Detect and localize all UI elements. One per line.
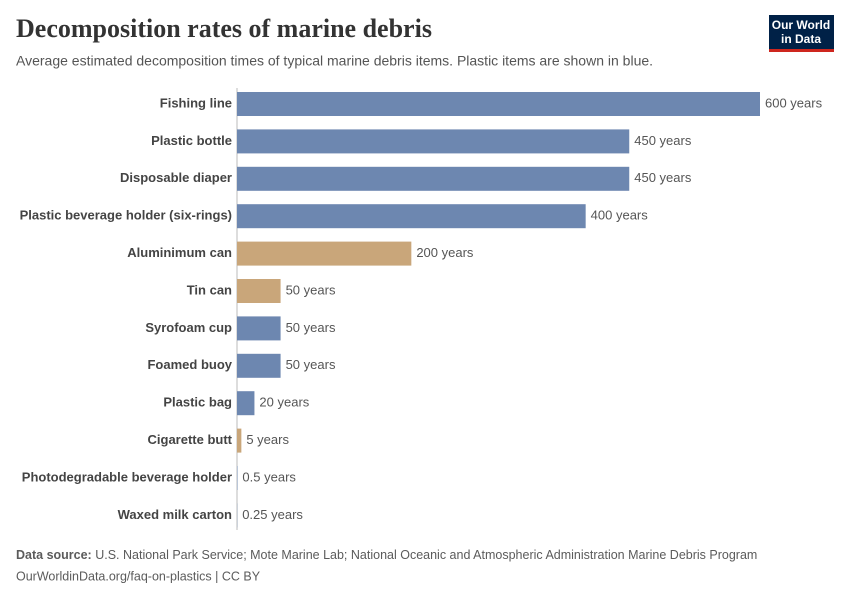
category-label: Tin can bbox=[187, 282, 232, 297]
category-label: Aluminimum can bbox=[127, 245, 232, 260]
bar bbox=[237, 241, 412, 266]
category-label: Waxed milk carton bbox=[118, 507, 232, 522]
bar bbox=[237, 204, 586, 229]
value-label: 50 years bbox=[286, 320, 336, 335]
value-label: 450 years bbox=[634, 133, 692, 148]
value-label: 0.25 years bbox=[242, 507, 303, 522]
bar bbox=[237, 391, 255, 416]
value-label: 5 years bbox=[246, 432, 289, 447]
logo: Our World in Data bbox=[769, 15, 834, 52]
bar bbox=[237, 166, 630, 191]
bar bbox=[237, 279, 281, 303]
value-label: 400 years bbox=[591, 208, 649, 223]
category-label: Photodegradable beverage holder bbox=[22, 469, 232, 484]
source: Data source: U.S. National Park Service;… bbox=[16, 548, 757, 562]
bar bbox=[237, 353, 281, 378]
footer: OurWorldinData.org/faq-on-plastics | CC … bbox=[16, 569, 261, 583]
category-label: Plastic bag bbox=[163, 395, 232, 410]
category-label: Fishing line bbox=[160, 95, 232, 110]
logo-box bbox=[769, 15, 834, 49]
value-label: 50 years bbox=[286, 282, 336, 297]
category-label: Cigarette butt bbox=[148, 432, 233, 447]
value-label: 600 years bbox=[765, 95, 823, 110]
category-label: Syrofoam cup bbox=[145, 320, 232, 335]
value-label: 200 years bbox=[416, 245, 474, 260]
logo-text: in Data bbox=[781, 32, 821, 46]
category-label: Plastic beverage holder (six-rings) bbox=[20, 208, 232, 223]
value-label: 20 years bbox=[259, 395, 309, 410]
chart-title: Decomposition rates of marine debris bbox=[16, 14, 432, 43]
category-label: Foamed buoy bbox=[147, 357, 232, 372]
bar bbox=[237, 92, 760, 116]
bar bbox=[237, 129, 630, 154]
value-label: 450 years bbox=[634, 170, 692, 185]
chart-subtitle: Average estimated decomposition times of… bbox=[16, 53, 653, 69]
category-label: Disposable diaper bbox=[120, 170, 232, 185]
category-label: Plastic bottle bbox=[151, 133, 232, 148]
bar bbox=[237, 316, 281, 341]
logo-underline bbox=[769, 49, 834, 52]
logo-text: Our World bbox=[772, 18, 830, 32]
source-label: Data source: bbox=[16, 548, 92, 562]
bar bbox=[237, 428, 242, 453]
value-label: 50 years bbox=[286, 357, 336, 372]
source-text: U.S. National Park Service; Mote Marine … bbox=[95, 548, 757, 562]
value-label: 0.5 years bbox=[242, 469, 296, 484]
